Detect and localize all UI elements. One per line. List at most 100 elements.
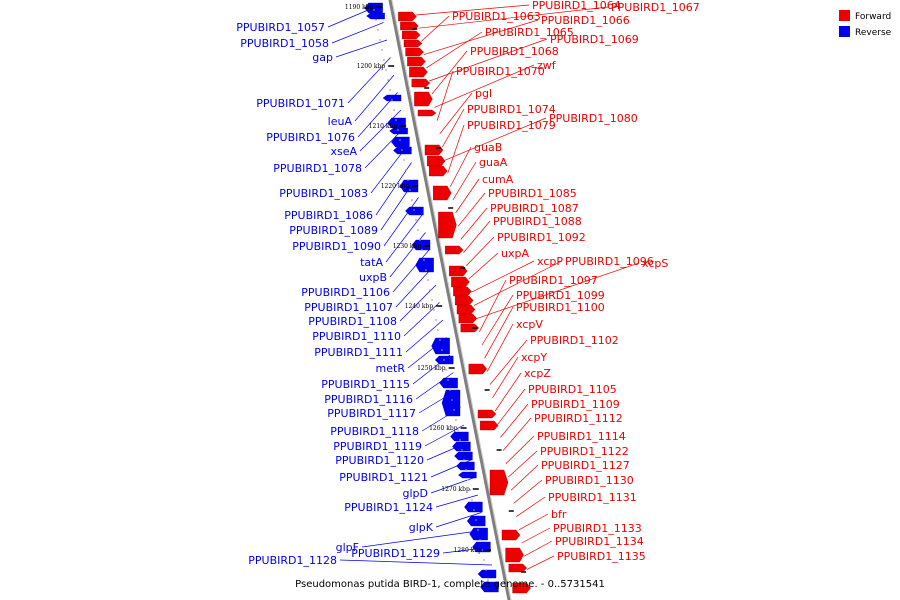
forward-gene-label[interactable]: zwf	[537, 59, 557, 72]
reverse-gene-label[interactable]: PPUBIRD1_1078	[273, 162, 362, 175]
forward-label-connector	[418, 6, 609, 29]
forward-gene-label[interactable]: xcpS	[642, 257, 668, 270]
reverse-gene-label[interactable]: PPUBIRD1_1120	[335, 454, 424, 467]
reverse-label-connector	[403, 302, 440, 337]
reverse-label-connector	[424, 424, 465, 447]
forward-gene-label[interactable]: bfr	[551, 508, 567, 521]
reverse-gene-label[interactable]: PPUBIRD1_1111	[314, 346, 403, 359]
reverse-gene-label[interactable]: PPUBIRD1_1117	[327, 407, 416, 420]
reverse-gene-label[interactable]: PPUBIRD1_1124	[344, 501, 433, 514]
forward-label-connector	[489, 339, 528, 385]
forward-gene-label[interactable]: PPUBIRD1_1130	[545, 474, 634, 487]
reverse-gene-label[interactable]: metR	[376, 362, 406, 375]
reverse-gene-label[interactable]: PPUBIRD1_1086	[284, 209, 373, 222]
reverse-gene-label[interactable]: PPUBIRD1_1116	[324, 393, 413, 406]
forward-gene-label[interactable]: PPUBIRD1_1092	[497, 231, 586, 244]
reverse-gene-label[interactable]: PPUBIRD1_1089	[289, 224, 378, 237]
forward-gene-block	[468, 363, 488, 375]
reverse-gene-label[interactable]: PPUBIRD1_1058	[240, 37, 329, 50]
forward-gene-label[interactable]: PPUBIRD1_1085	[488, 187, 577, 200]
reverse-label-connector	[435, 512, 482, 528]
forward-gene-label[interactable]: PPUBIRD1_1074	[467, 103, 556, 116]
forward-gene-block	[460, 323, 480, 333]
forward-gene-label[interactable]: PPUBIRD1_1105	[528, 383, 617, 396]
forward-gene-label[interactable]: PPUBIRD1_1127	[541, 459, 630, 472]
reverse-gene-label[interactable]: PPUBIRD1_1071	[256, 97, 345, 110]
reverse-gene-label[interactable]: PPUBIRD1_1090	[292, 240, 381, 253]
forward-gene-label[interactable]: xcpV	[516, 318, 543, 331]
reverse-gene-label[interactable]: PPUBIRD1_1076	[266, 131, 355, 144]
reverse-gene-label[interactable]: leuA	[328, 115, 353, 128]
tick-label: 1230 kbp	[393, 243, 422, 250]
forward-gene-label[interactable]: xcpY	[521, 351, 547, 364]
forward-gene-label[interactable]: xcpZ	[524, 367, 551, 380]
reverse-gene-label[interactable]: PPUBIRD1_1115	[321, 378, 410, 391]
forward-gene-label[interactable]: PPUBIRD1_1065	[485, 26, 574, 39]
position-ticks: 1190 kbp 1200 kbp 1210 kbp 1220 kbp 1230 kbp…	[345, 4, 526, 581]
reverse-gene-label[interactable]: PPUBIRD1_1121	[339, 471, 428, 484]
forward-gene-label[interactable]: cumA	[482, 173, 514, 186]
reverse-gene-label[interactable]: PPUBIRD1_1106	[301, 286, 390, 299]
forward-gene-label[interactable]: PPUBIRD1_1102	[530, 334, 619, 347]
reverse-gene-label[interactable]: PPUBIRD1_1107	[304, 301, 393, 314]
reverse-gene-label[interactable]: glpK	[409, 521, 434, 534]
forward-gene-label[interactable]: PPUBIRD1_1096	[565, 255, 654, 268]
forward-gene-label[interactable]: PPUBIRD1_1064	[532, 0, 621, 12]
reverse-gene-label[interactable]: PPUBIRD1_1119	[333, 440, 422, 453]
forward-label-connector	[457, 192, 486, 227]
reverse-gene-label[interactable]: PPUBIRD1_1128	[248, 554, 337, 567]
forward-gene-label[interactable]: pgl	[475, 87, 492, 100]
forward-gene-label[interactable]: PPUBIRD1_1097	[509, 274, 598, 287]
reverse-gene-label[interactable]: PPUBIRD1_1118	[330, 425, 419, 438]
forward-gene-label[interactable]: PPUBIRD1_1135	[557, 550, 646, 563]
reverse-gene-label[interactable]: glpD	[403, 487, 429, 500]
reverse-gene-block	[456, 461, 475, 471]
forward-gene-label[interactable]: PPUBIRD1_1068	[470, 45, 559, 58]
forward-gene-label[interactable]: PPUBIRD1_1070	[456, 65, 545, 78]
forward-gene-label[interactable]: guaB	[474, 141, 502, 154]
reverse-gene-label[interactable]: xseA	[330, 145, 357, 158]
forward-gene-label[interactable]: PPUBIRD1_1069	[550, 33, 639, 46]
forward-gene-label[interactable]: PPUBIRD1_1100	[516, 301, 605, 314]
reverse-gene-block	[411, 239, 431, 251]
reverse-gene-label[interactable]: PPUBIRD1_1057	[236, 21, 325, 34]
forward-gene-label[interactable]: PPUBIRD1_1112	[534, 412, 623, 425]
forward-label-connector	[415, 4, 530, 16]
forward-gene-label[interactable]: PPUBIRD1_1088	[493, 215, 582, 228]
forward-gene-label[interactable]: PPUBIRD1_1114	[537, 430, 626, 443]
forward-gene-block	[445, 245, 464, 255]
forward-gene-block	[409, 66, 428, 78]
reverse-gene-label[interactable]: PPUBIRD1_1083	[279, 187, 368, 200]
forward-label-connector	[516, 496, 546, 517]
legend-label-reverse: Reverse	[855, 28, 892, 38]
forward-gene-label[interactable]: PPUBIRD1_1099	[516, 289, 605, 302]
forward-gene-label[interactable]: guaA	[479, 156, 508, 169]
reverse-gene-label[interactable]: PPUBIRD1_1110	[312, 330, 401, 343]
forward-gene-label[interactable]: PPUBIRD1_1067	[611, 1, 700, 14]
backbone-shadow	[391, 0, 512, 600]
forward-label-connector	[513, 479, 543, 504]
forward-gene-label[interactable]: PPUBIRD1_1122	[540, 445, 629, 458]
forward-gene-label[interactable]: PPUBIRD1_1133	[553, 522, 642, 535]
tick-label: 1220 kbp	[381, 183, 410, 190]
reverse-gene-label[interactable]: glpF	[336, 541, 359, 554]
reverse-gene-label[interactable]: PPUBIRD1_1129	[351, 547, 440, 560]
forward-label-connector	[439, 92, 473, 135]
forward-gene-label[interactable]: xcpP	[537, 255, 563, 268]
reverse-gene-label[interactable]: gap	[312, 51, 333, 64]
forward-gene-label[interactable]: PPUBIRD1_1131	[548, 491, 637, 504]
forward-label-connector	[452, 161, 477, 200]
reverse-gene-label[interactable]: uxpB	[359, 271, 387, 284]
reverse-gene-label[interactable]: tatA	[360, 256, 383, 269]
forward-gene-label[interactable]: PPUBIRD1_1063	[452, 10, 541, 23]
reverse-gene-label[interactable]: PPUBIRD1_1108	[308, 315, 397, 328]
forward-gene-label[interactable]: PPUBIRD1_1080	[549, 112, 638, 125]
reverse-label-connector	[331, 22, 384, 44]
forward-gene-label[interactable]: PPUBIRD1_1109	[531, 398, 620, 411]
forward-gene-label[interactable]: PPUBIRD1_1079	[467, 119, 556, 132]
forward-gene-label[interactable]: PPUBIRD1_1087	[490, 202, 579, 215]
forward-gene-label[interactable]: PPUBIRD1_1066	[541, 14, 630, 27]
forward-gene-label[interactable]: PPUBIRD1_1134	[555, 535, 644, 548]
forward-gene-label[interactable]: uxpA	[501, 247, 529, 260]
